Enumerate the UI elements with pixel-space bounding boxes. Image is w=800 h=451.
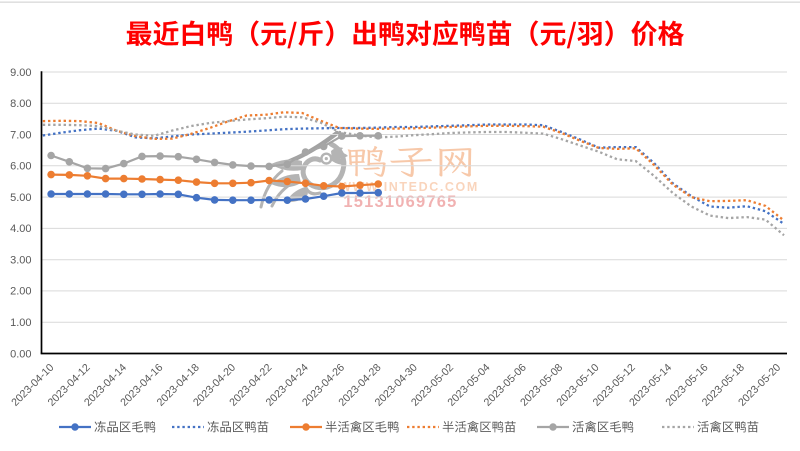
svg-text:5.00: 5.00 [10,192,31,204]
svg-text:4.00: 4.00 [10,223,31,235]
svg-text:7.00: 7.00 [10,129,31,141]
svg-text:2.00: 2.00 [10,286,31,298]
svg-text:0.00: 0.00 [10,348,31,360]
svg-text:6.00: 6.00 [10,161,31,173]
svg-text:1.00: 1.00 [10,317,31,329]
svg-text:3.00: 3.00 [10,255,31,267]
svg-text:9.00: 9.00 [10,67,31,79]
svg-text:8.00: 8.00 [10,98,31,110]
svg-text:15131069765: 15131069765 [343,193,457,211]
